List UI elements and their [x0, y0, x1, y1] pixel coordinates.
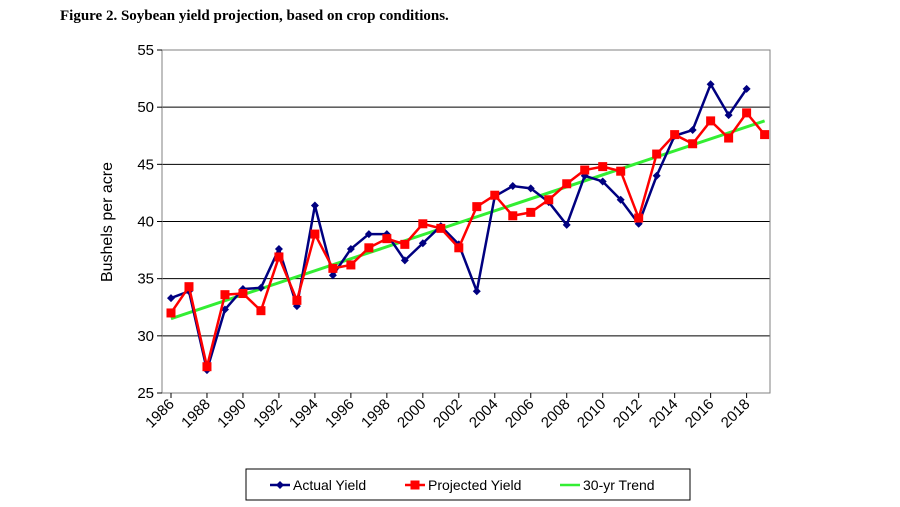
series-layer [166, 80, 770, 375]
data-point-square [724, 133, 734, 143]
x-tick-label: 1988 [178, 396, 214, 432]
data-point-square [616, 166, 626, 176]
legend-entry: Actual Yield [270, 477, 366, 493]
data-point-square [688, 139, 698, 149]
x-tick-label: 1990 [214, 396, 250, 432]
data-point-diamond [526, 184, 535, 193]
legend-label: Projected Yield [428, 477, 521, 493]
legend-swatch-marker [276, 481, 284, 489]
data-point-square [490, 190, 500, 200]
x-axis-ticks: 1986 1988 1990 1992 1994 1996 1998 2000 2002 2004… [142, 393, 753, 431]
data-point-square [274, 252, 284, 262]
data-point-square [256, 306, 266, 316]
data-point-diamond [274, 244, 283, 253]
data-point-square [238, 289, 248, 299]
y-tick-label: 55 [137, 42, 154, 59]
x-tick-label: 2016 [682, 396, 718, 432]
data-point-diamond [562, 220, 571, 229]
data-point-diamond [328, 271, 337, 280]
data-point-square [328, 263, 338, 273]
x-tick-label: 1998 [358, 396, 394, 432]
data-point-diamond [472, 287, 481, 296]
x-tick-label: 2012 [610, 396, 646, 432]
series-actual-yield [166, 80, 751, 375]
x-tick-label: 2014 [646, 396, 682, 432]
data-point-square [562, 179, 572, 189]
series-line [170, 83, 748, 372]
data-point-square [310, 229, 320, 239]
data-point-diamond [688, 126, 697, 135]
data-point-square [400, 239, 410, 249]
x-tick-label: 2010 [574, 396, 610, 432]
data-point-square [220, 290, 230, 300]
x-tick-label: 1994 [286, 396, 322, 432]
data-point-diamond [652, 171, 661, 180]
x-tick-label: 2002 [430, 396, 466, 432]
data-point-square [670, 130, 680, 140]
data-point-diamond [616, 195, 625, 204]
data-point-diamond [706, 80, 715, 89]
data-point-diamond [508, 182, 517, 191]
data-point-square [526, 207, 536, 217]
data-point-diamond [310, 201, 319, 210]
y-tick-label: 45 [137, 156, 154, 173]
x-tick-label: 2004 [466, 396, 502, 432]
data-point-square [598, 162, 608, 172]
x-tick-label: 2008 [538, 396, 574, 432]
x-tick-label: 1996 [322, 396, 358, 432]
data-point-square [382, 234, 392, 244]
series-line [169, 111, 766, 368]
data-point-square [184, 282, 194, 292]
x-tick-label: 1992 [250, 396, 286, 432]
y-tick-label: 25 [137, 385, 154, 402]
data-point-square [436, 223, 446, 233]
data-point-square [166, 308, 176, 318]
legend-box [245, 468, 691, 501]
y-axis-ticks: 25 30 35 40 45 50 55 [137, 42, 162, 402]
legend-entry: Projected Yield [405, 477, 521, 493]
data-point-square [544, 195, 554, 205]
data-point-square [742, 108, 752, 118]
legend-label: Actual Yield [293, 477, 366, 493]
legend-label: 30-yr Trend [583, 477, 655, 493]
legend-entry: 30-yr Trend [560, 477, 655, 493]
data-point-diamond [400, 256, 409, 265]
data-point-diamond [724, 111, 733, 120]
data-point-diamond [256, 283, 265, 292]
data-point-square [652, 149, 662, 159]
data-point-diamond [418, 239, 427, 248]
legend-swatch-marker [410, 480, 420, 490]
data-point-square [418, 219, 428, 229]
series-projected-yield [166, 108, 770, 372]
x-tick-label: 2006 [502, 396, 538, 432]
data-point-diamond [742, 84, 751, 93]
x-tick-label: 2000 [394, 396, 430, 432]
x-tick-label: 2018 [718, 396, 754, 432]
data-point-square [634, 213, 644, 223]
data-point-diamond [598, 177, 607, 186]
data-point-square [454, 243, 464, 253]
data-point-square [364, 243, 374, 253]
data-point-square [346, 260, 356, 270]
data-point-square [202, 362, 212, 372]
data-point-diamond [346, 244, 355, 253]
data-point-square [292, 295, 302, 305]
figure-title: Figure 2. Soybean yield projection, base… [60, 8, 449, 24]
y-tick-label: 40 [137, 214, 154, 231]
legend: Actual Yield Projected Yield 30-yr Trend [245, 468, 691, 501]
y-axis-label: Bushels per acre [99, 162, 116, 282]
data-point-diamond [166, 294, 175, 303]
y-tick-label: 50 [137, 99, 154, 116]
data-point-square [760, 130, 770, 140]
y-tick-label: 35 [137, 271, 154, 288]
data-point-square [508, 211, 518, 221]
data-point-square [472, 202, 482, 212]
y-tick-label: 30 [137, 328, 154, 345]
data-point-diamond [364, 230, 373, 239]
data-point-square [580, 165, 590, 175]
data-point-square [706, 116, 716, 126]
